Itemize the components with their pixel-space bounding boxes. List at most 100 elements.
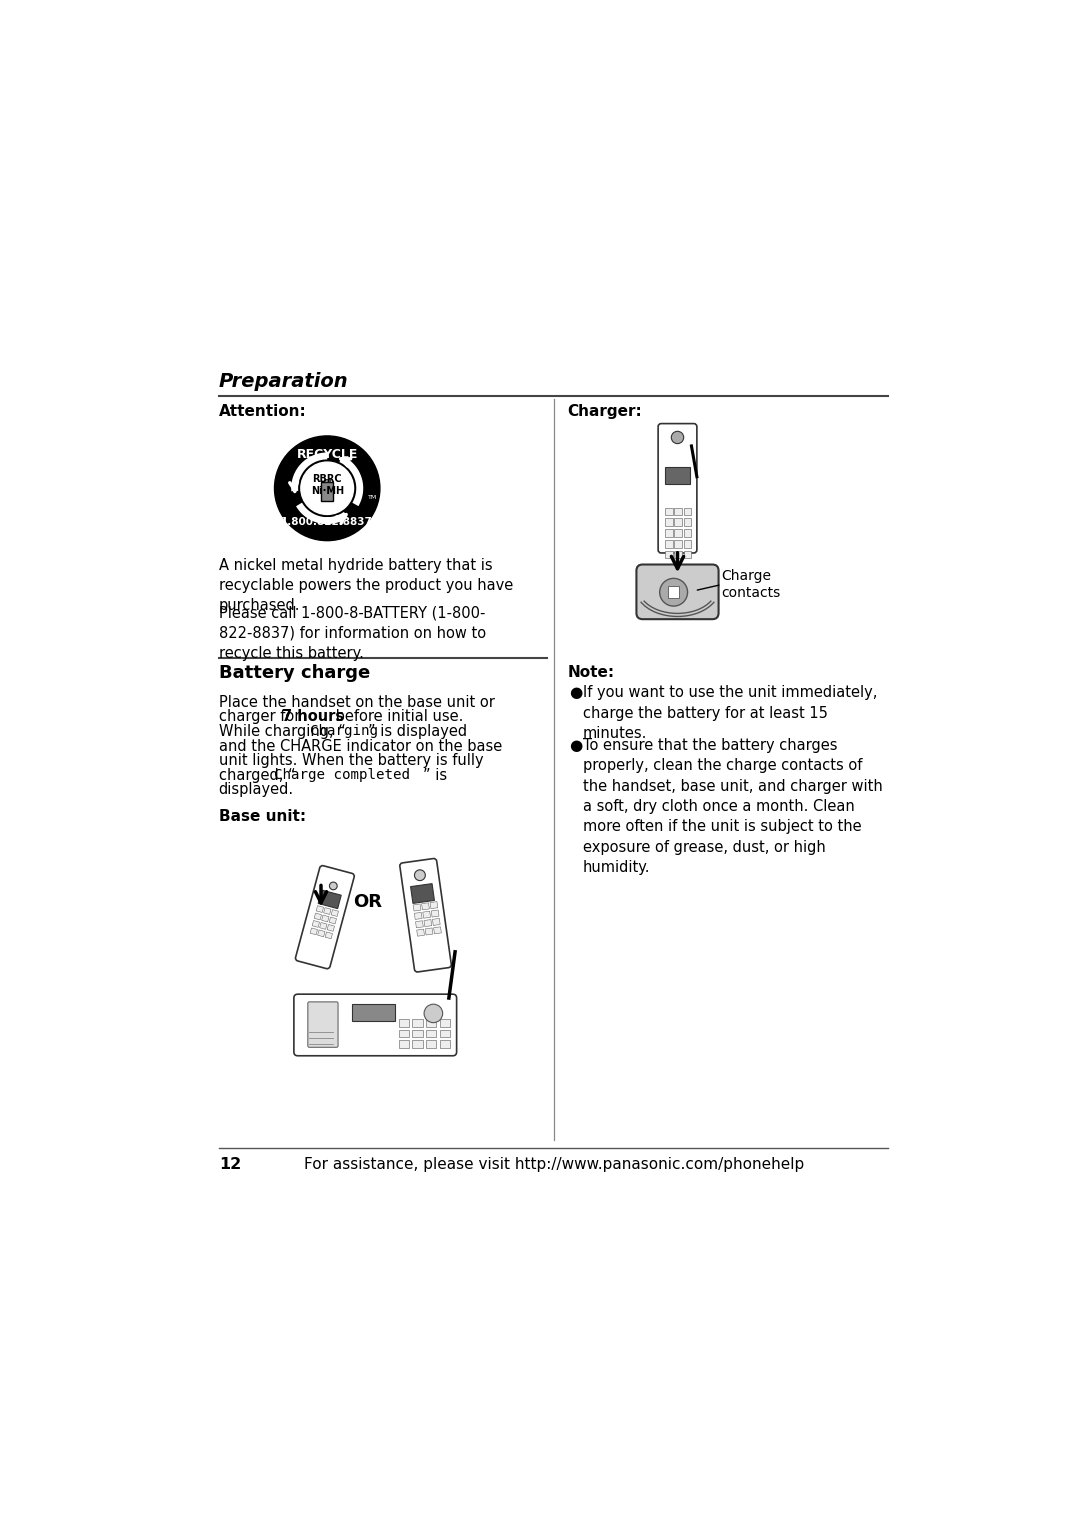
Bar (416, 921, 423, 927)
Text: Charge completed: Charge completed (274, 767, 410, 782)
Text: ” is: ” is (423, 767, 447, 782)
Bar (413, 1030, 422, 1038)
Bar (314, 914, 322, 920)
Circle shape (274, 435, 380, 541)
FancyBboxPatch shape (636, 564, 718, 619)
Bar (312, 920, 320, 927)
FancyBboxPatch shape (296, 866, 354, 969)
Bar (399, 1030, 408, 1038)
Bar (674, 539, 683, 547)
Bar (426, 927, 433, 935)
Text: A nickel metal hydride battery that is
recyclable powers the product you have
pu: A nickel metal hydride battery that is r… (218, 558, 513, 613)
Bar (325, 932, 333, 938)
Bar (319, 889, 341, 909)
Bar (665, 539, 673, 547)
Bar (665, 518, 673, 526)
Bar (665, 550, 673, 558)
Bar (684, 529, 691, 536)
Text: Note:: Note: (567, 665, 615, 680)
FancyBboxPatch shape (658, 423, 697, 553)
Text: Battery charge: Battery charge (218, 663, 370, 681)
Text: ” is displayed: ” is displayed (368, 724, 468, 740)
Bar (310, 927, 318, 935)
Circle shape (329, 882, 337, 889)
Circle shape (660, 579, 688, 607)
Bar (427, 1019, 436, 1027)
Text: ●: ● (569, 738, 582, 753)
Bar (665, 507, 673, 515)
Text: Charger:: Charger: (567, 403, 643, 419)
Text: Attention:: Attention: (218, 403, 307, 419)
Text: displayed.: displayed. (218, 782, 294, 798)
Text: Charging: Charging (310, 724, 378, 738)
Bar (427, 1030, 436, 1038)
Circle shape (415, 869, 426, 880)
Bar (421, 903, 430, 909)
Bar (324, 908, 332, 914)
Text: 1.800.822.8837: 1.800.822.8837 (281, 516, 373, 527)
Bar (441, 1019, 450, 1027)
Bar (674, 529, 683, 536)
Bar (414, 905, 421, 911)
Bar (669, 587, 679, 599)
Text: charger for: charger for (218, 709, 305, 724)
Bar (441, 1030, 450, 1038)
Bar (417, 929, 424, 937)
Text: before initial use.: before initial use. (332, 709, 463, 724)
Circle shape (672, 431, 684, 443)
Text: If you want to use the unit immediately,
charge the battery for at least 15
minu: If you want to use the unit immediately,… (583, 686, 877, 741)
Text: Preparation: Preparation (218, 373, 349, 391)
Bar (332, 909, 338, 917)
Bar (441, 1041, 450, 1048)
Text: Base unit:: Base unit: (218, 810, 306, 825)
Text: 7 hours: 7 hours (282, 709, 345, 724)
Text: ●: ● (569, 686, 582, 700)
Bar (431, 911, 438, 917)
Bar (322, 915, 329, 921)
Bar (684, 550, 691, 558)
Bar (684, 539, 691, 547)
Bar (352, 1004, 394, 1021)
Text: Please call 1-800-8-BATTERY (1-800-
822-8837) for information on how to
recycle : Please call 1-800-8-BATTERY (1-800- 822-… (218, 605, 486, 662)
Bar (410, 883, 434, 903)
Text: TM: TM (367, 495, 377, 500)
Text: unit lights. When the battery is fully: unit lights. When the battery is fully (218, 753, 484, 769)
Bar (674, 507, 683, 515)
Bar (424, 920, 432, 926)
Bar (320, 923, 327, 929)
Bar (399, 1019, 408, 1027)
Bar (329, 917, 337, 924)
Bar (321, 483, 334, 501)
Text: OR: OR (353, 892, 382, 911)
Bar (318, 931, 325, 937)
Bar (674, 518, 683, 526)
Bar (413, 1019, 422, 1027)
Bar (684, 518, 691, 526)
Text: For assistance, please visit http://www.panasonic.com/phonehelp: For assistance, please visit http://www.… (303, 1157, 805, 1172)
Bar (665, 529, 673, 536)
Bar (433, 927, 442, 934)
Text: Place the handset on the base unit or: Place the handset on the base unit or (218, 695, 495, 709)
Text: RECYCLE: RECYCLE (297, 448, 357, 461)
Text: To ensure that the battery charges
properly, clean the charge contacts of
the ha: To ensure that the battery charges prope… (583, 738, 882, 876)
Text: While charging, “: While charging, “ (218, 724, 346, 740)
Bar (422, 911, 431, 918)
Bar (427, 1041, 436, 1048)
Text: RBRC: RBRC (312, 474, 342, 484)
Circle shape (424, 1004, 443, 1022)
Text: 12: 12 (218, 1157, 241, 1172)
FancyBboxPatch shape (294, 995, 457, 1056)
Bar (684, 507, 691, 515)
Bar (413, 1041, 422, 1048)
Bar (324, 480, 330, 483)
Bar (430, 902, 437, 909)
Text: Charge
contacts: Charge contacts (721, 568, 781, 601)
FancyBboxPatch shape (308, 1002, 338, 1047)
Bar (432, 918, 441, 926)
Bar (674, 550, 683, 558)
Bar (327, 924, 335, 931)
Bar (415, 912, 422, 920)
Text: Ni·MH: Ni·MH (311, 486, 343, 497)
Bar (399, 1041, 408, 1048)
Text: and the CHARGE indicator on the base: and the CHARGE indicator on the base (218, 738, 502, 753)
